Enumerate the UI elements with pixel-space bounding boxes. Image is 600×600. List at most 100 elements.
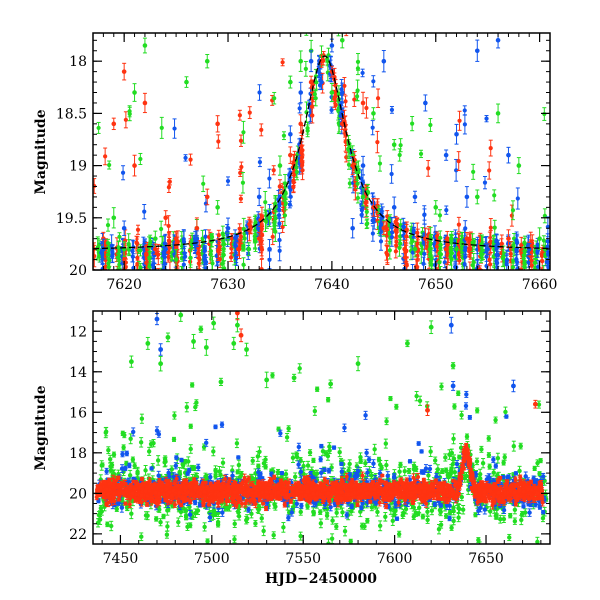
top-green-point	[127, 111, 132, 117]
top-red-point	[384, 250, 389, 255]
top-red-point	[134, 241, 139, 246]
top-red-point	[339, 121, 345, 127]
top-blue-point	[329, 107, 334, 113]
x-tick-label: 7620	[106, 277, 142, 293]
top-green-point	[471, 169, 476, 174]
top-red-point	[350, 163, 355, 168]
top-red-point	[518, 248, 523, 253]
top-panel-ticks: 7620 7630 7640 7650 7660 18 18.5 19 19.5 20	[56, 33, 557, 293]
top-green-point	[210, 261, 215, 266]
top-red-point	[142, 100, 148, 106]
top-green-point	[398, 143, 403, 148]
top-blue-point	[194, 236, 200, 241]
top-green-point	[272, 96, 277, 101]
top-red-point	[360, 100, 366, 106]
top-blue-point	[463, 226, 468, 231]
top-green-point	[298, 58, 304, 64]
top-green-point	[282, 213, 288, 218]
top-red-point	[259, 226, 264, 231]
top-green-point	[437, 260, 442, 265]
top-red-point	[259, 239, 264, 244]
top-red-point	[237, 113, 242, 118]
top-blue-point	[233, 240, 238, 245]
top-green-point	[253, 239, 258, 244]
top-red-point	[238, 138, 244, 143]
top-blue-point	[267, 246, 272, 252]
top-red-point	[426, 166, 431, 171]
top-green-point	[136, 248, 141, 253]
bottom-green-point	[172, 413, 177, 418]
top-red-point	[271, 168, 276, 173]
top-blue-point	[277, 207, 282, 212]
top-red-point	[487, 168, 492, 173]
top-blue-point	[462, 254, 468, 260]
top-green-point	[105, 222, 111, 228]
top-green-point	[221, 253, 226, 258]
top-blue-point	[389, 107, 395, 113]
top-blue-point	[339, 90, 345, 95]
top-red-point	[415, 230, 420, 235]
bottom-green-point	[270, 373, 275, 378]
top-green-point	[106, 265, 111, 270]
top-green-point	[253, 220, 258, 225]
top-green-point	[355, 88, 360, 93]
top-blue-point	[183, 155, 188, 160]
top-red-point	[288, 152, 293, 158]
top-blue-point	[329, 43, 335, 48]
top-blue-point	[504, 261, 509, 266]
top-red-point	[204, 194, 210, 200]
top-blue-point	[121, 225, 127, 231]
x-tick-label: 7640	[314, 277, 350, 293]
top-blue-point	[142, 209, 147, 214]
y-tick-label: 20	[69, 263, 87, 279]
top-green-point	[438, 235, 443, 240]
top-green-point	[220, 261, 225, 267]
top-blue-point	[246, 252, 251, 257]
top-red-point	[457, 258, 462, 263]
top-red-point	[381, 225, 387, 231]
top-green-point	[355, 66, 361, 71]
top-green-point	[391, 142, 397, 148]
top-blue-point	[444, 208, 449, 213]
top-green-point	[364, 209, 369, 214]
top-green-point	[339, 38, 345, 43]
top-red-point	[393, 249, 398, 254]
top-green-point	[107, 162, 112, 168]
top-green-point	[272, 220, 277, 225]
top-green-point	[304, 28, 308, 32]
bottom-green-point	[202, 524, 207, 530]
top-red-point	[188, 157, 193, 162]
bottom-green-point	[476, 537, 481, 543]
top-red-point	[163, 215, 169, 221]
top-green-point	[288, 79, 293, 85]
top-red-point	[135, 261, 140, 267]
top-green-point	[454, 246, 459, 252]
top-red-point	[456, 158, 461, 164]
top-blue-point	[202, 253, 207, 259]
top-green-point	[492, 193, 497, 198]
top-red-point	[332, 74, 337, 80]
top-red-point	[132, 163, 137, 168]
top-green-point	[138, 156, 143, 162]
top-green-point	[516, 163, 522, 168]
top-green-point	[449, 251, 455, 256]
top-red-point	[166, 185, 172, 190]
top-blue-point	[163, 246, 169, 252]
top-panel-data	[93, 28, 550, 270]
top-green-point	[281, 133, 287, 138]
top-green-point	[173, 257, 179, 262]
top-green-point	[336, 28, 340, 32]
top-green-point	[241, 245, 246, 251]
top-blue-point	[462, 122, 467, 127]
top-red-point	[173, 236, 179, 241]
top-red-point	[353, 187, 358, 192]
top-blue-point	[371, 79, 376, 84]
top-blue-point	[257, 90, 262, 95]
top-red-point	[166, 246, 172, 251]
top-green-point	[522, 240, 527, 245]
top-red-point	[216, 139, 221, 144]
top-red-point	[259, 233, 265, 238]
top-red-point	[443, 246, 449, 252]
